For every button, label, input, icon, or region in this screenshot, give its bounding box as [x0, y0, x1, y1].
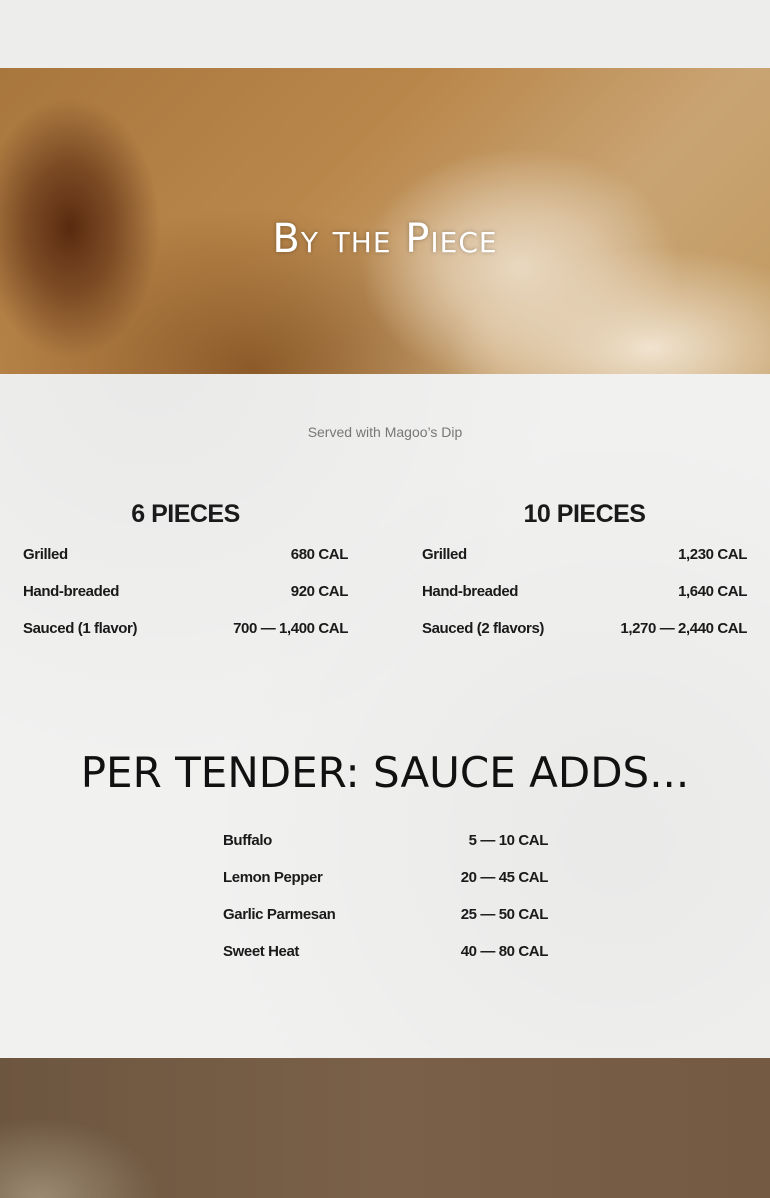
subtitle: Served with Magoo’s Dip [307, 424, 463, 440]
ten-pieces-column: 10 PIECES Grilled 1,230 CAL Hand-breaded 1… [422, 500, 747, 647]
row-value: 1,270 — 2,440 CAL [620, 620, 747, 637]
sauce-row: Buffalo 5 — 10 CAL [223, 822, 548, 859]
sauce-label: Sweet Heat [223, 943, 300, 960]
sauce-row: Garlic Parmesan 25 — 50 CAL [223, 896, 548, 933]
row-value: 680 CAL [290, 546, 349, 563]
row-value: 1,230 CAL [678, 546, 747, 563]
sauce-section-title: PER TENDER: SAUCE ADDS... [80, 748, 690, 797]
sauce-label: Buffalo [223, 832, 272, 849]
menu-row: Grilled 1,230 CAL [422, 536, 747, 573]
row-label: Grilled [23, 546, 68, 563]
column-heading: 10 PIECES [523, 500, 646, 528]
hero-title: By the Piece [272, 216, 498, 262]
menu-row: Hand-breaded 920 CAL [23, 573, 348, 610]
row-label: Sauced (2 flavors) [422, 620, 545, 637]
column-heading: 6 PIECES [131, 500, 240, 528]
sauce-row: Lemon Pepper 20 — 45 CAL [223, 859, 548, 896]
row-value: 700 — 1,400 CAL [233, 620, 348, 637]
sauce-label: Lemon Pepper [223, 869, 323, 886]
menu-row: Sauced (1 flavor) 700 — 1,400 CAL [23, 610, 348, 647]
row-label: Sauced (1 flavor) [23, 620, 138, 637]
row-value: 1,640 CAL [678, 583, 747, 600]
menu-row: Sauced (2 flavors) 1,270 — 2,440 CAL [422, 610, 747, 647]
six-pieces-column: 6 PIECES Grilled 680 CAL Hand-breaded 920 … [23, 500, 348, 647]
row-label: Hand-breaded [422, 583, 519, 600]
sauce-value: 5 — 10 CAL [468, 832, 549, 849]
sauce-value: 20 — 45 CAL [460, 869, 549, 886]
row-label: Hand-breaded [23, 583, 120, 600]
top-strip [0, 0, 770, 68]
sauce-label: Garlic Parmesan [223, 906, 336, 923]
sauce-row: Sweet Heat 40 — 80 CAL [223, 933, 548, 970]
sauce-list: Buffalo 5 — 10 CAL Lemon Pepper 20 — 45 CA… [223, 822, 548, 970]
row-value: 920 CAL [290, 583, 349, 600]
footer-image [0, 1058, 770, 1198]
menu-row: Hand-breaded 1,640 CAL [422, 573, 747, 610]
menu-row: Grilled 680 CAL [23, 536, 348, 573]
hero-banner: By the Piece [0, 68, 770, 374]
sauce-value: 40 — 80 CAL [460, 943, 549, 960]
sauce-value: 25 — 50 CAL [460, 906, 549, 923]
row-label: Grilled [422, 546, 467, 563]
